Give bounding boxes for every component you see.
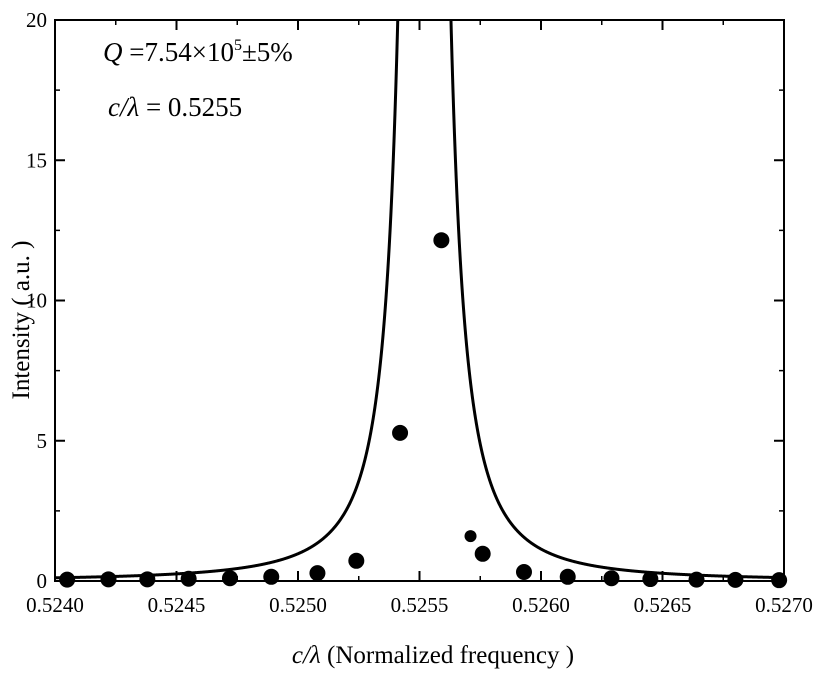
q-symbol: Q <box>103 37 123 67</box>
x-tick-label: 0.5250 <box>269 593 327 617</box>
y-tick-label: 5 <box>37 429 48 453</box>
frequency-annotation: c/λ = 0.5255 <box>108 92 242 122</box>
data-point <box>221 570 238 587</box>
data-point <box>464 530 477 543</box>
x-tick-label: 0.5240 <box>26 593 84 617</box>
x-axis-title-symbol: c/λ <box>292 642 321 669</box>
data-point <box>433 232 450 249</box>
y-tick-label: 10 <box>26 289 47 313</box>
data-point <box>139 571 156 588</box>
data-point <box>559 568 576 585</box>
y-axis: 0 5 10 15 20 <box>26 8 784 593</box>
data-point <box>263 568 280 585</box>
x-tick-label: 0.5255 <box>391 593 449 617</box>
data-point <box>688 571 705 588</box>
q-tolerance: ±5% <box>242 37 293 67</box>
data-markers <box>59 232 788 589</box>
q-exponent: 5 <box>234 37 242 54</box>
x-tick-label: 0.5270 <box>755 593 813 617</box>
x-tick-label: 0.5260 <box>512 593 570 617</box>
frequency-value: = 0.5255 <box>139 92 242 122</box>
x-axis-title-text: (Normalized frequency ) <box>321 642 574 669</box>
data-point <box>309 565 326 582</box>
data-point <box>180 570 197 587</box>
data-point <box>100 571 117 588</box>
y-axis-title: Intensity ( a.u. ) <box>8 241 35 400</box>
data-point <box>59 571 76 588</box>
data-point <box>603 570 620 587</box>
q-value: =7.54×10 <box>123 37 234 67</box>
x-axis: 0.5240 0.5245 0.5250 0.5255 0.5260 0.5265 0.52… <box>26 20 813 617</box>
q-annotation: Q =7.54×105±5% <box>103 37 293 67</box>
fit-curve <box>55 20 784 580</box>
data-point <box>474 545 491 562</box>
x-tick-label: 0.5265 <box>634 593 692 617</box>
data-point <box>348 552 365 569</box>
x-tick-label: 0.5245 <box>148 593 206 617</box>
y-tick-label: 20 <box>26 8 47 32</box>
x-axis-title: c/λ (Normalized frequency ) <box>292 642 574 669</box>
data-point <box>392 424 409 441</box>
data-point <box>642 571 659 588</box>
y-tick-label: 0 <box>37 569 48 593</box>
fit-line-layer <box>55 20 784 580</box>
data-point <box>727 571 744 588</box>
frequency-symbol: c/λ <box>108 92 139 122</box>
y-tick-label: 15 <box>26 148 47 172</box>
data-point <box>515 564 532 581</box>
data-point <box>771 572 788 589</box>
